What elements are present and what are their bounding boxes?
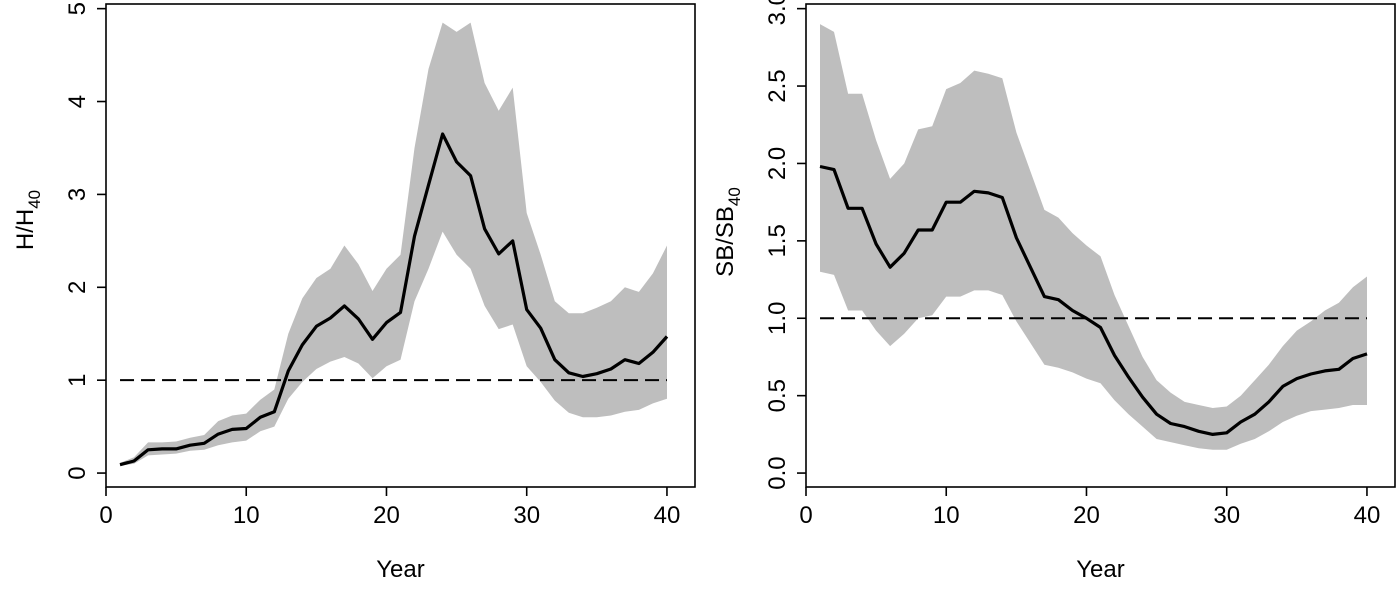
- y-tick-label: 2: [64, 281, 91, 294]
- y-tick-label: 1.0: [764, 302, 791, 335]
- y-tick-label: 0: [64, 466, 91, 479]
- y-tick-label: 4: [64, 95, 91, 108]
- x-tick-label: 0: [799, 502, 812, 529]
- plot-frame: [105, 3, 696, 488]
- x-tick-label: 40: [1354, 502, 1381, 529]
- y-tick-label: 2.5: [764, 69, 791, 102]
- y-tick-label: 1: [64, 374, 91, 387]
- y-tick-label: 3.0: [764, 0, 791, 25]
- x-tick-label: 20: [1073, 502, 1100, 529]
- x-axis-title: Year: [1076, 556, 1125, 583]
- plot-frame: [805, 3, 1396, 488]
- y-tick-label: 0.5: [764, 379, 791, 412]
- confidence-band: [820, 24, 1367, 450]
- median-line: [119, 132, 669, 467]
- x-tick-label: 10: [933, 502, 960, 529]
- x-tick-label: 20: [373, 502, 400, 529]
- y-tick-label: 5: [64, 2, 91, 15]
- x-tick-label: 10: [233, 502, 260, 529]
- y-tick-label: 3: [64, 188, 91, 201]
- y-axis-title: H/H40: [12, 190, 44, 250]
- x-tick-label: 40: [654, 502, 681, 529]
- y-tick-label: 1.5: [764, 224, 791, 257]
- x-axis-title: Year: [376, 556, 425, 583]
- y-axis-title-subscript: 40: [725, 187, 744, 206]
- x-tick-label: 0: [99, 502, 112, 529]
- median-line: [819, 164, 1368, 436]
- panel-spawning-biomass-ratio: 0 10 20 30 400.00.51.01.52.02.53.0YearSB/SB4…: [712, 0, 1396, 583]
- y-axis-title: SB/SB40: [712, 187, 744, 277]
- x-tick-label: 30: [1213, 502, 1240, 529]
- y-tick-label: 0.0: [764, 456, 791, 489]
- confidence-band: [120, 22, 667, 466]
- y-tick-label: 2.0: [764, 147, 791, 180]
- y-axis-title-main: SB/SB: [712, 206, 739, 277]
- y-axis-title-main: H/H: [12, 209, 39, 250]
- x-tick-label: 30: [513, 502, 540, 529]
- y-axis-title-subscript: 40: [25, 190, 44, 209]
